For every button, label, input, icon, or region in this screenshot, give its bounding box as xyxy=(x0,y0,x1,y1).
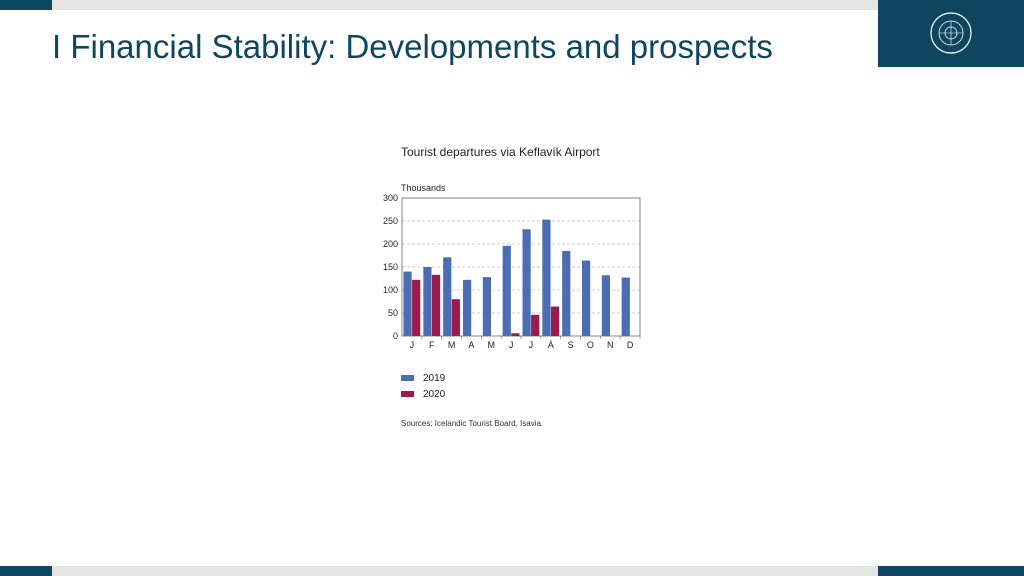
legend-label-2019: 2019 xyxy=(423,372,446,384)
x-tick-label: A xyxy=(468,340,474,350)
y-axis-label: Thousands xyxy=(401,183,446,193)
bottom-band xyxy=(0,566,1024,576)
bar-2019 xyxy=(621,277,630,336)
x-tick-label: N xyxy=(607,340,614,350)
bottom-band-accent-left xyxy=(0,566,52,576)
top-band-accent xyxy=(0,0,52,10)
bar-2020 xyxy=(412,279,421,336)
bar-2019 xyxy=(443,257,452,336)
bar-2020 xyxy=(531,314,540,336)
x-tick-label: Á xyxy=(548,340,554,350)
bar-2019 xyxy=(502,245,511,336)
y-tick-label: 250 xyxy=(383,216,398,226)
bar-2020 xyxy=(431,274,441,336)
x-tick-label: J xyxy=(509,340,514,350)
legend-swatch-2020 xyxy=(401,391,414,397)
y-tick-label: 0 xyxy=(393,331,398,341)
x-tick-label: J xyxy=(529,340,534,350)
top-band xyxy=(0,0,1024,10)
x-tick-label: D xyxy=(627,340,634,350)
y-tick-label: 200 xyxy=(383,239,398,249)
bar-2019 xyxy=(403,271,412,336)
chart-source: Sources: Icelandic Tourist Board, Isavia… xyxy=(401,419,544,428)
logo xyxy=(878,0,1024,67)
x-tick-label: O xyxy=(587,340,594,350)
y-tick-label: 300 xyxy=(383,193,398,203)
slide-title: I Financial Stability: Developments and … xyxy=(52,28,773,65)
bar-2019 xyxy=(423,267,432,336)
x-tick-label: J xyxy=(410,340,415,350)
x-tick-label: M xyxy=(448,340,456,350)
chart-legend: 2019 2020 xyxy=(401,370,445,402)
legend-label-2020: 2020 xyxy=(423,388,446,400)
bar-2019 xyxy=(482,277,492,336)
seal-icon xyxy=(930,12,972,54)
legend-swatch-2019 xyxy=(401,375,414,381)
bar-2019 xyxy=(562,250,571,336)
legend-item-2019: 2019 xyxy=(401,370,445,386)
y-tick-label: 100 xyxy=(383,285,398,295)
y-tick-label: 50 xyxy=(388,308,398,318)
bar-2020 xyxy=(550,306,560,336)
bar-2019 xyxy=(582,260,591,336)
bar-2019 xyxy=(522,229,531,336)
bar-2020 xyxy=(511,333,520,336)
bar-2019 xyxy=(542,219,551,336)
bar-2019 xyxy=(463,279,472,336)
legend-item-2020: 2020 xyxy=(401,386,445,402)
chart-title: Tourist departures via Keflavík Airport xyxy=(401,145,600,159)
x-tick-label: M xyxy=(488,340,496,350)
bar-2019 xyxy=(601,275,611,336)
bottom-band-accent-right xyxy=(878,566,1024,576)
x-tick-label: S xyxy=(568,340,574,350)
bar-chart: Thousands 0 50 100 150 200 250 300 J F M A M J J Á S O N D xyxy=(383,183,641,350)
y-tick-label: 150 xyxy=(383,262,398,272)
x-tick-label: F xyxy=(429,340,435,350)
bar-2020 xyxy=(451,299,460,336)
